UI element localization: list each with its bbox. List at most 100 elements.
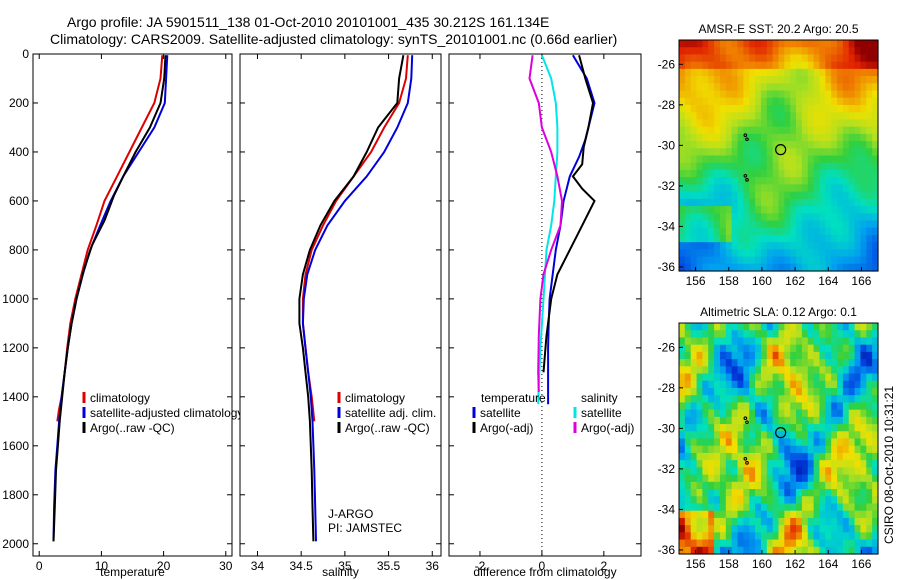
legend-label: Argo(-adj) bbox=[480, 421, 533, 435]
y-tick-label: 0 bbox=[22, 47, 29, 61]
y-tick-label: 200 bbox=[9, 96, 29, 110]
legend-label: Argo(-adj) bbox=[581, 421, 634, 435]
map-frame bbox=[678, 39, 879, 272]
series-line-2 bbox=[52, 55, 167, 542]
legend-title-salinity: salinity bbox=[581, 391, 618, 405]
profile-panel-1: 34 34.5 35 35.5 36 salinity climatologysatelli… bbox=[239, 53, 442, 579]
x-tick-label: 20 bbox=[157, 559, 171, 573]
sla-map-panel: Altimetric SLA: 0.12 Argo: 0.1 156 158 160 1… bbox=[658, 305, 879, 571]
y-tick-label: 2000 bbox=[2, 537, 29, 551]
legend-label: Argo(..raw -QC) bbox=[345, 421, 430, 435]
track-point bbox=[745, 137, 749, 142]
map-y-tick-label: -26 bbox=[658, 340, 676, 354]
legend-label: satellite adj. clim. bbox=[345, 406, 436, 420]
legend-label: satellite bbox=[581, 406, 622, 420]
x-axis-label: temperature bbox=[100, 565, 165, 579]
series-line-1 bbox=[542, 54, 596, 373]
plot-frame bbox=[32, 53, 233, 557]
series-line-3 bbox=[528, 55, 564, 392]
profile-panel-0: 0 10 20 30 0 200 400 600 800 1000 1200 1400 1600 1800… bbox=[2, 47, 243, 579]
x-tick-label: 36 bbox=[426, 559, 440, 573]
series-line-2 bbox=[298, 55, 405, 542]
header-line1: Argo profile: JA 5901511_138 01-Oct-2010… bbox=[67, 14, 549, 30]
track-point bbox=[743, 173, 748, 178]
y-tick-label: 600 bbox=[9, 194, 29, 208]
annotation-pi: PI: JAMSTEC bbox=[328, 521, 402, 535]
y-tick-label: 1400 bbox=[2, 390, 29, 404]
track-point bbox=[743, 133, 748, 138]
y-tick-label: 800 bbox=[9, 243, 29, 257]
x-tick-label: 2 bbox=[600, 559, 607, 573]
map-y-tick-label: -36 bbox=[658, 543, 676, 557]
track-point bbox=[745, 420, 749, 425]
x-tick-label: 0 bbox=[539, 559, 546, 573]
map-y-tick-label: -28 bbox=[658, 381, 676, 395]
map-x-tick-label: 166 bbox=[851, 557, 871, 571]
map-x-tick-label: 166 bbox=[851, 274, 871, 288]
map-title: AMSR-E SST: 20.2 Argo: 20.5 bbox=[698, 22, 858, 36]
map-y-tick-label: -26 bbox=[658, 57, 676, 71]
map-frame bbox=[678, 322, 879, 555]
x-tick-label: 34 bbox=[251, 559, 265, 573]
x-tick-label: 34.5 bbox=[289, 559, 313, 573]
x-axis-label: difference from climatology bbox=[473, 565, 616, 579]
legend-difference: temperature salinitysatelliteArgo(-adj)sa… bbox=[472, 391, 634, 435]
map-y-tick-label: -32 bbox=[658, 179, 676, 193]
map-x-tick-label: 162 bbox=[785, 274, 805, 288]
map-x-tick-label: 156 bbox=[686, 274, 706, 288]
map-x-tick-label: 160 bbox=[752, 557, 772, 571]
credit-text: CSIRO 08-Oct-2010 10:31:21 bbox=[882, 386, 896, 544]
map-x-tick-label: 162 bbox=[785, 557, 805, 571]
map-x-tick-label: 160 bbox=[752, 274, 772, 288]
map-x-tick-label: 158 bbox=[719, 557, 739, 571]
x-tick-label: 10 bbox=[95, 559, 109, 573]
plot-frame bbox=[448, 53, 642, 557]
legend-title-temperature: temperature bbox=[481, 391, 546, 405]
map-y-tick-label: -30 bbox=[658, 138, 676, 152]
map-y-tick-label: -32 bbox=[658, 462, 676, 476]
series-line-2 bbox=[537, 54, 559, 405]
map-x-tick-label: 164 bbox=[818, 274, 838, 288]
map-x-tick-label: 158 bbox=[719, 274, 739, 288]
profile-location-marker bbox=[775, 144, 787, 156]
series-line-1 bbox=[301, 55, 414, 542]
legend-label: satellite-adjusted climatology bbox=[90, 406, 243, 420]
y-tick-label: 400 bbox=[9, 145, 29, 159]
legend-label: climatology bbox=[90, 391, 150, 405]
x-tick-label: 0 bbox=[36, 559, 43, 573]
legend-label: climatology bbox=[345, 391, 405, 405]
plot-frame bbox=[239, 53, 442, 557]
track-point bbox=[743, 416, 748, 421]
header-line2: Climatology: CARS2009. Satellite-adjuste… bbox=[50, 31, 617, 47]
map-title: Altimetric SLA: 0.12 Argo: 0.1 bbox=[700, 305, 857, 319]
y-tick-label: 1600 bbox=[2, 439, 29, 453]
sst-map-panel: AMSR-E SST: 20.2 Argo: 20.5 156 158 160 162 1… bbox=[658, 22, 879, 288]
x-tick-label: 30 bbox=[219, 559, 233, 573]
map-y-tick-label: -36 bbox=[658, 260, 676, 274]
annotation-program: J-ARGO bbox=[328, 507, 373, 521]
track-point bbox=[745, 178, 749, 182]
x-axis-label: salinity bbox=[322, 565, 359, 579]
y-tick-label: 1200 bbox=[2, 341, 29, 355]
x-tick-label: 35.5 bbox=[377, 559, 401, 573]
track-point bbox=[745, 461, 749, 465]
x-tick-label: 35 bbox=[338, 559, 352, 573]
legend-label: Argo(..raw -QC) bbox=[90, 421, 175, 435]
map-y-tick-label: -34 bbox=[658, 219, 676, 233]
profile-location-marker bbox=[775, 427, 787, 439]
sla-heatmap-cells bbox=[679, 323, 879, 555]
x-tick-label: -2 bbox=[475, 559, 486, 573]
legend-label: satellite bbox=[480, 406, 521, 420]
y-tick-label: 1000 bbox=[2, 292, 29, 306]
map-x-tick-label: 164 bbox=[818, 557, 838, 571]
map-y-tick-label: -30 bbox=[658, 421, 676, 435]
map-y-tick-label: -34 bbox=[658, 502, 676, 516]
sst-heatmap-cells bbox=[679, 40, 879, 272]
y-tick-label: 1800 bbox=[2, 488, 29, 502]
track-point bbox=[743, 456, 748, 461]
map-x-tick-label: 156 bbox=[686, 557, 706, 571]
